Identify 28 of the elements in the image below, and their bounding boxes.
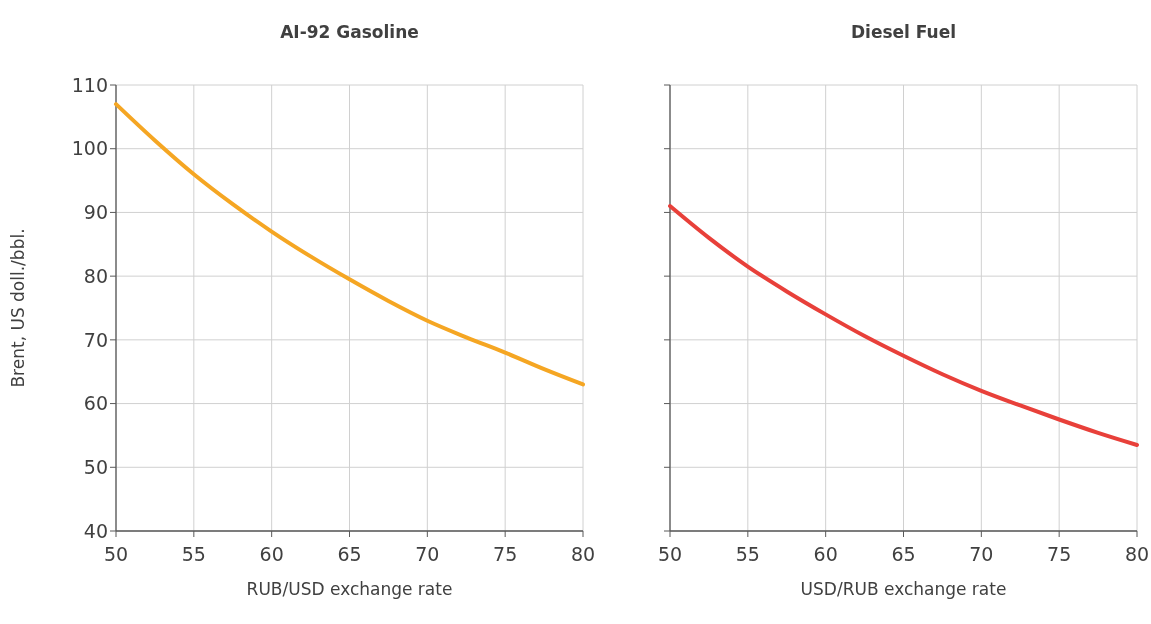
chart-title: Diesel Fuel [850,22,957,42]
x-tick-label: 80 [570,543,596,565]
x-tick-label: 70 [415,543,440,565]
x-tick-label: 75 [493,543,518,565]
y-tick-label: 40 [83,519,108,542]
x-axis-title: USD/RUB exchange rate [800,579,1007,599]
x-tick-label: 75 [1047,543,1072,565]
line-series [114,102,585,387]
y-tick-label: 100 [71,137,108,160]
y-tick-label: 70 [83,328,108,351]
x-axis-title: RUB/USD exchange rate [246,579,453,599]
y-tick-label: 50 [83,455,108,478]
y-tick-label: 80 [83,264,108,287]
y-tick-label: 110 [71,73,108,96]
x-tick-label: 50 [103,543,129,565]
y-tick-label: 90 [83,201,108,224]
x-tick-label: 55 [181,543,206,565]
x-tick-label: 55 [735,543,760,565]
y-tick-label: 60 [83,392,108,415]
x-tick-label: 50 [657,543,683,565]
x-tick-label: 80 [1124,543,1150,565]
y-axis-title: Brent, US doll./bbl. [8,228,28,388]
x-tick-label: 65 [337,543,362,565]
chart-title: AI-92 Gasoline [280,22,419,42]
x-tick-label: 60 [259,543,284,565]
x-tick-label: 65 [891,543,916,565]
x-tick-label: 70 [969,543,994,565]
x-tick-label: 60 [813,543,838,565]
